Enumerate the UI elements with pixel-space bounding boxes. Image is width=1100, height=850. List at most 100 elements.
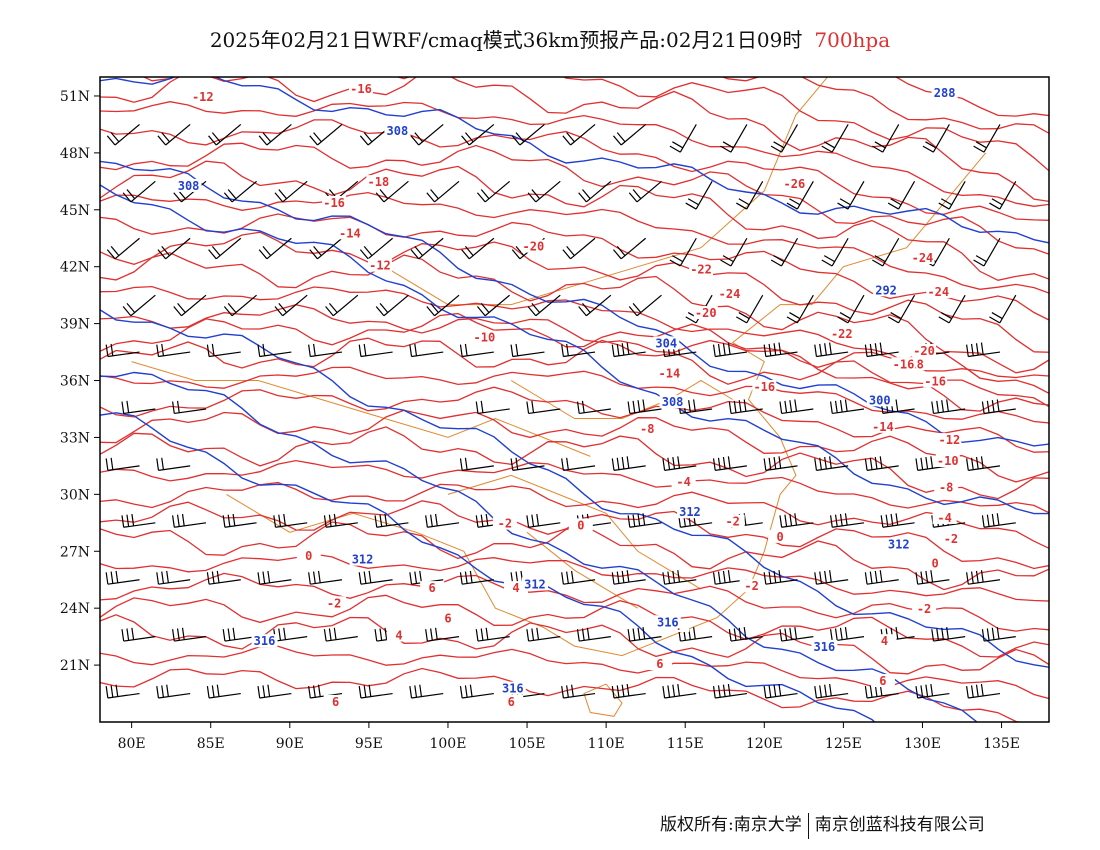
label-bg (568, 518, 593, 532)
wind-barb-flag (895, 627, 899, 640)
label-bg (923, 374, 948, 388)
wind-barb-staff (680, 636, 713, 642)
wind-barb-flag (834, 514, 838, 527)
wind-barb-flag (669, 259, 681, 267)
wind-barb-flag (677, 570, 681, 583)
wind-barb-flag (824, 570, 827, 583)
wind-barb-flag (262, 685, 266, 698)
wind-barb-flag (980, 342, 984, 355)
wind-barb-flag (561, 458, 564, 471)
height-label: 312 (352, 553, 374, 567)
geopotential-isoline (100, 184, 1049, 515)
wind-barb-flag (722, 684, 726, 697)
wind-barb-flag (566, 457, 569, 470)
wind-barb-flag (181, 513, 185, 526)
wind-barb-staff (282, 180, 308, 203)
wind-barb-staff (847, 294, 865, 324)
wind-barb-flag (712, 686, 716, 699)
wind-barb-flag (991, 198, 1003, 206)
y-tick-label: 30N (60, 487, 90, 503)
temperature-label: -14 (659, 367, 681, 381)
wind-barb-flag (126, 400, 130, 413)
wind-barb-flag (722, 141, 734, 149)
wind-barb-staff (462, 465, 494, 471)
temperature-isotherm (100, 252, 1049, 374)
wind-barb-staff (383, 180, 409, 203)
wind-barb-staff (326, 522, 358, 528)
wind-barb-flag (459, 458, 463, 471)
wind-barb (628, 180, 662, 203)
wind-barb-flag (727, 683, 731, 696)
wind-barb-flag (582, 189, 591, 200)
wind-barb (829, 399, 865, 415)
wind-barb-flag (515, 132, 525, 143)
label-bg (872, 634, 897, 648)
label-bg (499, 681, 526, 695)
temperature-label: -2 (917, 602, 931, 616)
wind-barb-flag (936, 628, 940, 641)
wind-barb-flag (323, 629, 327, 642)
wind-barb (257, 343, 292, 358)
wind-barb-flag (712, 572, 716, 585)
wind-barb-flag (211, 246, 221, 256)
temperature-label: 6 (429, 581, 436, 595)
wind-barb-staff (629, 522, 662, 528)
wind-barb (206, 343, 241, 358)
wind-barb (837, 181, 865, 210)
wind-barb-flag (626, 570, 630, 583)
temperature-label: -2 (725, 515, 739, 529)
wind-barb-flag (480, 189, 490, 200)
wind-barb-flag (642, 513, 646, 526)
wind-barb (510, 343, 545, 358)
wind-barb-flag (469, 570, 473, 583)
wind-barb (872, 237, 900, 267)
temperature-label: -20 (913, 344, 935, 358)
wind-barb (527, 294, 561, 317)
wind-barb (173, 294, 207, 317)
wind-barb (981, 627, 1016, 642)
wind-barb-flag (414, 571, 418, 584)
temperature-label: -16 (924, 374, 946, 388)
wind-barb-staff (462, 692, 494, 699)
wind-barb-staff (983, 237, 1001, 267)
wind-barb-flag (258, 135, 268, 146)
wind-barb-staff (107, 351, 140, 358)
label-bg (296, 548, 321, 562)
wind-barb (829, 513, 865, 528)
wind-barb-flag (970, 571, 974, 584)
wind-barb-flag (126, 514, 130, 527)
wind-barb-flag (464, 132, 474, 143)
wind-barb-flag (110, 685, 114, 698)
wind-barb-flag (895, 399, 899, 412)
temperature-isotherm (100, 337, 1049, 412)
wind-barb-flag (561, 344, 564, 357)
wind-barb-flag (915, 458, 919, 471)
wind-barb-flag (110, 246, 120, 256)
wind-barb-flag (612, 135, 622, 146)
wind-barb-flag (915, 686, 919, 699)
temperature-label: -16 (350, 82, 372, 96)
wind-barb-flag (409, 344, 413, 357)
wind-barb-flag (738, 400, 742, 413)
wind-barb-flag (122, 306, 132, 317)
wind-barb-staff (114, 123, 140, 146)
wind-barb (156, 570, 191, 585)
border-line (447, 474, 702, 590)
wind-barb-flag (829, 515, 833, 528)
wind-barb (526, 400, 561, 415)
wind-barb-flag (844, 513, 848, 526)
wind-barb-flag (794, 513, 798, 526)
wind-barb-staff (434, 180, 460, 203)
wind-barb (887, 181, 916, 210)
wind-barb-flag (887, 202, 899, 210)
wind-barb-flag (814, 458, 818, 471)
wind-barb-staff (231, 180, 257, 203)
wind-barb-flag (410, 135, 420, 146)
wind-barb-flag (267, 570, 271, 583)
wind-barb-flag (784, 400, 788, 413)
wind-barb-staff (535, 294, 561, 317)
wind-barb (308, 570, 343, 585)
wind-barb (915, 456, 950, 471)
latitude-axis: 51N 48N 45N 42N 39N 36N 33N 30N 27N 24N 21N (60, 89, 100, 674)
y-tick-label: 21N (60, 658, 90, 674)
